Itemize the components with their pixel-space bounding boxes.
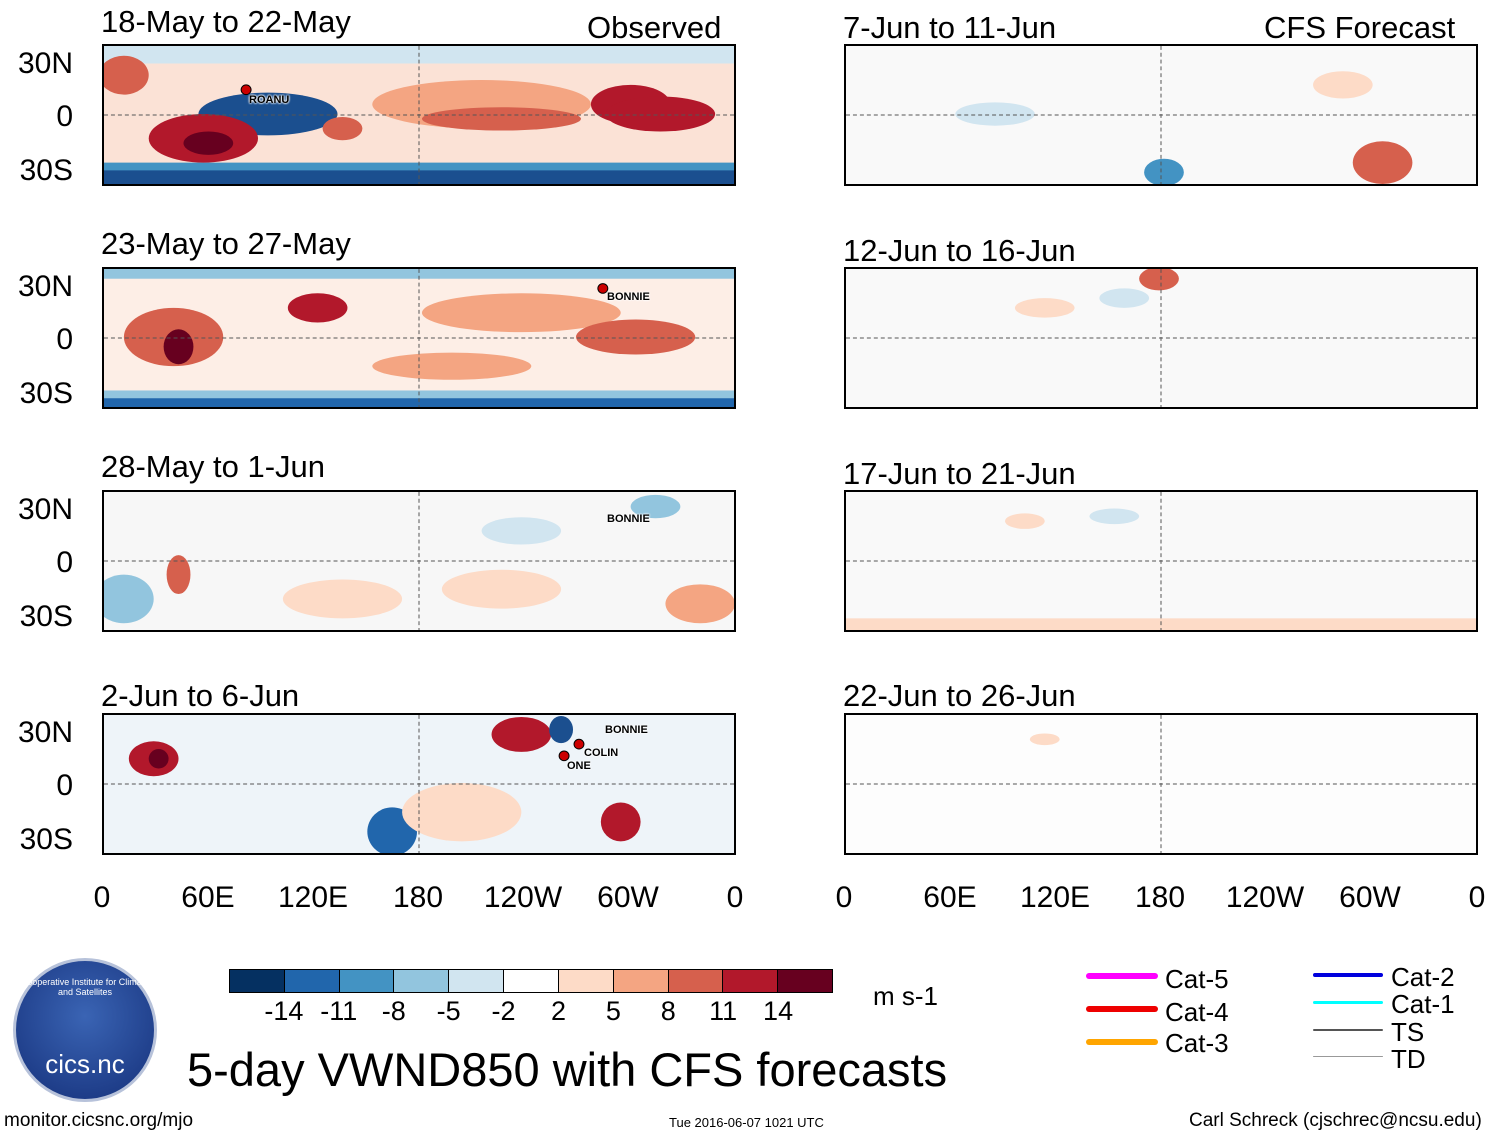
colorbar-swatch — [230, 970, 285, 992]
legend-cat5: Cat-5 — [1165, 964, 1229, 994]
colorbar-swatch — [558, 970, 614, 992]
colorbar-swatch — [449, 970, 505, 992]
panel-title-2: 23-May to 27-May — [101, 226, 351, 261]
legend-line-ts — [1313, 1029, 1383, 1031]
colorbar-label: 5 — [605, 996, 621, 1026]
storm-label-bonnie: BONNIE — [607, 291, 650, 303]
footer-url[interactable]: monitor.cicsnc.org/mjo — [4, 1110, 194, 1131]
colorbar-label: -2 — [491, 996, 516, 1026]
ylabel-0-4: 0 — [56, 769, 73, 802]
xlabel-fc-60w: 60W — [1339, 881, 1401, 914]
xlabel-obs-0b: 0 — [726, 881, 744, 914]
logo-ring-text: Cooperative Institute for Climate and Sa… — [20, 977, 150, 997]
main-title: 5-day VWND850 with CFS forecasts — [187, 1043, 948, 1096]
ylabel-30n-4: 30N — [17, 716, 73, 749]
legend-td: TD — [1391, 1044, 1426, 1074]
ylabel-30s-3: 30S — [19, 600, 73, 633]
xlabel-fc-120e: 120E — [1019, 881, 1091, 914]
legend-cat4: Cat-4 — [1165, 997, 1229, 1027]
colorbar-units: m s-1 — [873, 981, 938, 1011]
legend-line-cat4 — [1086, 1006, 1158, 1012]
map-observed-4: BONNIE COLIN ONE — [102, 713, 736, 855]
legend-cat1: Cat-1 — [1391, 989, 1455, 1019]
logo-name: cics.nc — [45, 1049, 125, 1079]
panel-title-1: 18-May to 22-May — [101, 4, 351, 39]
colorbar-label: 2 — [550, 996, 566, 1026]
xlabel-obs-120e: 120E — [277, 881, 349, 914]
colorbar-swatch — [613, 970, 669, 992]
xlabel-fc-0b: 0 — [1468, 881, 1486, 914]
ylabel-0-2: 0 — [56, 323, 73, 356]
xlabel-fc-0: 0 — [835, 881, 853, 914]
colorbar-swatch — [778, 970, 832, 992]
legend-line-cat1 — [1313, 1001, 1383, 1004]
xlabel-obs-120w: 120W — [483, 881, 563, 914]
legend-line-cat3 — [1086, 1039, 1158, 1045]
colorbar-swatch — [394, 970, 450, 992]
colorbar-label: 14 — [763, 996, 794, 1026]
legend-line-td — [1313, 1056, 1383, 1057]
colorbar-swatch — [339, 970, 395, 992]
xlabel-fc-60e: 60E — [923, 881, 977, 914]
footer-author: Carl Schreck (cjschrec@ncsu.edu) — [1189, 1110, 1482, 1131]
colorbar-swatch — [668, 970, 724, 992]
map-observed-2: BONNIE — [102, 267, 736, 409]
panel-title-3: 28-May to 1-Jun — [101, 449, 325, 484]
colorbar-swatch — [284, 970, 340, 992]
colorbar-label: 11 — [709, 996, 738, 1026]
legend-line-cat2 — [1313, 973, 1383, 977]
ylabel-0-3: 0 — [56, 546, 73, 579]
storm-label-one: ONE — [567, 760, 591, 772]
ylabel-0-1: 0 — [56, 100, 73, 133]
panel-tag-observed: Observed — [587, 10, 722, 45]
map-observed-1: ROANU — [102, 44, 736, 186]
colorbar-label: -11 — [320, 996, 358, 1026]
colorbar-swatch — [504, 970, 559, 992]
map-forecast-2 — [844, 267, 1478, 409]
map-forecast-3 — [844, 490, 1478, 632]
map-forecast-4 — [844, 713, 1478, 855]
ylabel-30s-1: 30S — [19, 154, 73, 187]
xlabel-obs-0: 0 — [93, 881, 111, 914]
ylabel-30n-3: 30N — [17, 493, 73, 526]
storm-label-bonnie-3: BONNIE — [605, 724, 648, 736]
ylabel-30s-4: 30S — [19, 823, 73, 856]
legend-cat2: Cat-2 — [1391, 962, 1455, 992]
xlabel-obs-60w: 60W — [597, 881, 659, 914]
colorbar-swatch — [723, 970, 779, 992]
panel-title-8: 22-Jun to 26-Jun — [843, 678, 1076, 713]
panel-tag-forecast: CFS Forecast — [1264, 10, 1456, 45]
cics-logo: Cooperative Institute for Climate and Sa… — [13, 958, 157, 1102]
colorbar-label: 8 — [660, 996, 676, 1026]
colorbar-label: -14 — [264, 996, 304, 1026]
colorbar — [229, 969, 833, 993]
map-forecast-1 — [844, 44, 1478, 186]
legend-cat3: Cat-3 — [1165, 1028, 1229, 1058]
ylabel-30s-2: 30S — [19, 377, 73, 410]
panel-title-7: 17-Jun to 21-Jun — [843, 456, 1076, 491]
colorbar-label: -5 — [436, 996, 461, 1026]
legend-ts: TS — [1391, 1017, 1425, 1047]
ylabel-30n-2: 30N — [17, 270, 73, 303]
xlabel-obs-60e: 60E — [181, 881, 235, 914]
storm-label-colin: COLIN — [584, 747, 619, 759]
xlabel-obs-180: 180 — [392, 881, 444, 914]
footer-timestamp: Tue 2016-06-07 1021 UTC — [669, 1115, 824, 1130]
colorbar-label: -8 — [381, 996, 406, 1026]
panel-title-4: 2-Jun to 6-Jun — [101, 678, 300, 713]
panel-title-6: 12-Jun to 16-Jun — [843, 233, 1076, 268]
storm-label-roanu: ROANU — [249, 94, 290, 106]
map-observed-3: BONNIE — [102, 490, 736, 632]
xlabel-fc-120w: 120W — [1225, 881, 1305, 914]
xlabel-fc-180: 180 — [1134, 881, 1186, 914]
legend-line-cat5 — [1086, 973, 1158, 979]
ylabel-30n-1: 30N — [17, 47, 73, 80]
storm-label-bonnie-2: BONNIE — [607, 513, 650, 525]
panel-title-5: 7-Jun to 11-Jun — [843, 10, 1057, 45]
